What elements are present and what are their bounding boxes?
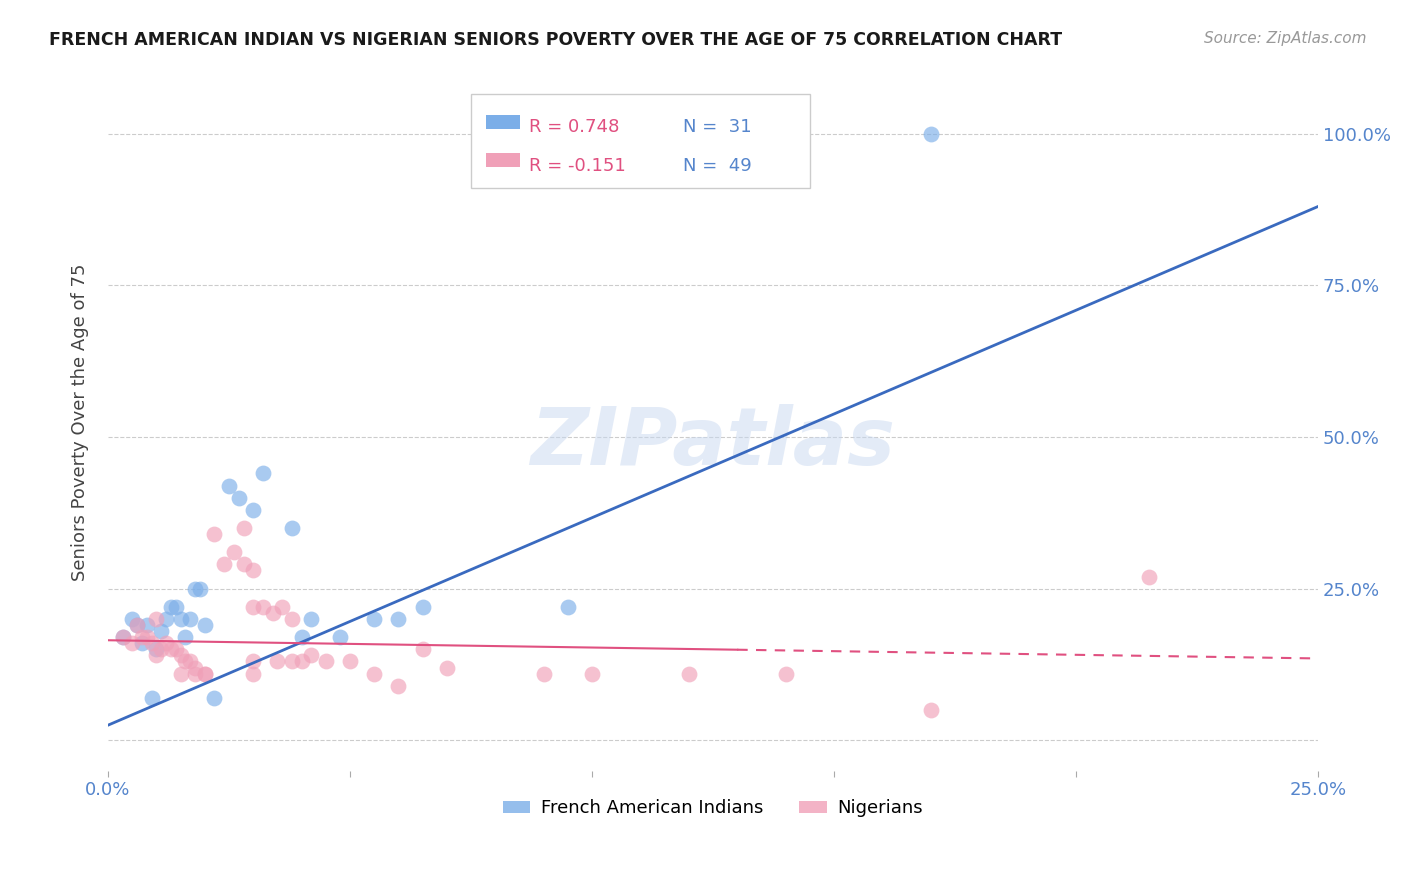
Point bbox=[436, 660, 458, 674]
Point bbox=[169, 612, 191, 626]
Point bbox=[412, 642, 434, 657]
Point bbox=[299, 648, 322, 663]
Point bbox=[135, 618, 157, 632]
Point bbox=[533, 666, 555, 681]
Legend: French American Indians, Nigerians: French American Indians, Nigerians bbox=[496, 792, 931, 824]
Point bbox=[678, 666, 700, 681]
Point bbox=[387, 679, 409, 693]
Point bbox=[188, 582, 211, 596]
Point bbox=[204, 690, 226, 705]
Point bbox=[194, 618, 217, 632]
Point bbox=[145, 612, 167, 626]
Point bbox=[581, 666, 603, 681]
Point bbox=[145, 642, 167, 657]
Point bbox=[775, 666, 797, 681]
Point bbox=[160, 642, 183, 657]
Point bbox=[194, 666, 217, 681]
Bar bbox=[485, 153, 520, 167]
Point bbox=[412, 599, 434, 614]
Point bbox=[557, 599, 579, 614]
Point bbox=[169, 666, 191, 681]
Point bbox=[165, 642, 187, 657]
Point bbox=[184, 582, 207, 596]
Text: R = 0.748: R = 0.748 bbox=[529, 119, 620, 136]
Point bbox=[150, 642, 173, 657]
Point bbox=[150, 624, 173, 639]
Point bbox=[184, 666, 207, 681]
Point bbox=[184, 660, 207, 674]
Point bbox=[218, 478, 240, 492]
Point bbox=[920, 703, 942, 717]
Point bbox=[155, 636, 177, 650]
Point bbox=[281, 521, 304, 535]
Text: ZIPatlas: ZIPatlas bbox=[530, 404, 896, 482]
Point bbox=[232, 558, 254, 572]
Point bbox=[266, 655, 288, 669]
Point bbox=[329, 630, 352, 644]
Point bbox=[291, 655, 314, 669]
Point bbox=[222, 545, 245, 559]
Point bbox=[179, 655, 201, 669]
Point bbox=[242, 503, 264, 517]
Point bbox=[174, 630, 197, 644]
Text: R = -0.151: R = -0.151 bbox=[529, 157, 626, 175]
Point bbox=[228, 491, 250, 505]
Point bbox=[232, 521, 254, 535]
Point bbox=[141, 636, 163, 650]
Point bbox=[125, 618, 148, 632]
Point bbox=[299, 612, 322, 626]
Point bbox=[141, 690, 163, 705]
FancyBboxPatch shape bbox=[471, 94, 810, 188]
Point bbox=[145, 648, 167, 663]
Point bbox=[242, 599, 264, 614]
Point bbox=[363, 666, 385, 681]
Point bbox=[262, 606, 284, 620]
Point bbox=[281, 612, 304, 626]
Point bbox=[169, 648, 191, 663]
Point bbox=[121, 636, 143, 650]
Point bbox=[121, 612, 143, 626]
Point bbox=[212, 558, 235, 572]
Point bbox=[111, 630, 134, 644]
Point bbox=[125, 618, 148, 632]
Point bbox=[281, 655, 304, 669]
Point bbox=[291, 630, 314, 644]
Point bbox=[1137, 569, 1160, 583]
Point bbox=[363, 612, 385, 626]
Point bbox=[252, 599, 274, 614]
Point bbox=[174, 655, 197, 669]
Point bbox=[204, 527, 226, 541]
Point bbox=[160, 599, 183, 614]
Text: Source: ZipAtlas.com: Source: ZipAtlas.com bbox=[1204, 31, 1367, 46]
Y-axis label: Seniors Poverty Over the Age of 75: Seniors Poverty Over the Age of 75 bbox=[72, 263, 89, 581]
Text: N =  49: N = 49 bbox=[683, 157, 752, 175]
Point bbox=[242, 564, 264, 578]
Point bbox=[194, 666, 217, 681]
Point bbox=[135, 630, 157, 644]
Point bbox=[315, 655, 337, 669]
Text: N =  31: N = 31 bbox=[683, 119, 751, 136]
Point bbox=[920, 127, 942, 141]
Point bbox=[387, 612, 409, 626]
Point bbox=[339, 655, 361, 669]
Point bbox=[165, 599, 187, 614]
Point bbox=[131, 636, 153, 650]
Point bbox=[111, 630, 134, 644]
Point bbox=[271, 599, 294, 614]
Point bbox=[179, 612, 201, 626]
Point bbox=[242, 666, 264, 681]
Text: FRENCH AMERICAN INDIAN VS NIGERIAN SENIORS POVERTY OVER THE AGE OF 75 CORRELATIO: FRENCH AMERICAN INDIAN VS NIGERIAN SENIO… bbox=[49, 31, 1063, 49]
Point bbox=[242, 655, 264, 669]
Point bbox=[252, 467, 274, 481]
Bar bbox=[485, 115, 520, 128]
Point bbox=[131, 630, 153, 644]
Point bbox=[155, 612, 177, 626]
